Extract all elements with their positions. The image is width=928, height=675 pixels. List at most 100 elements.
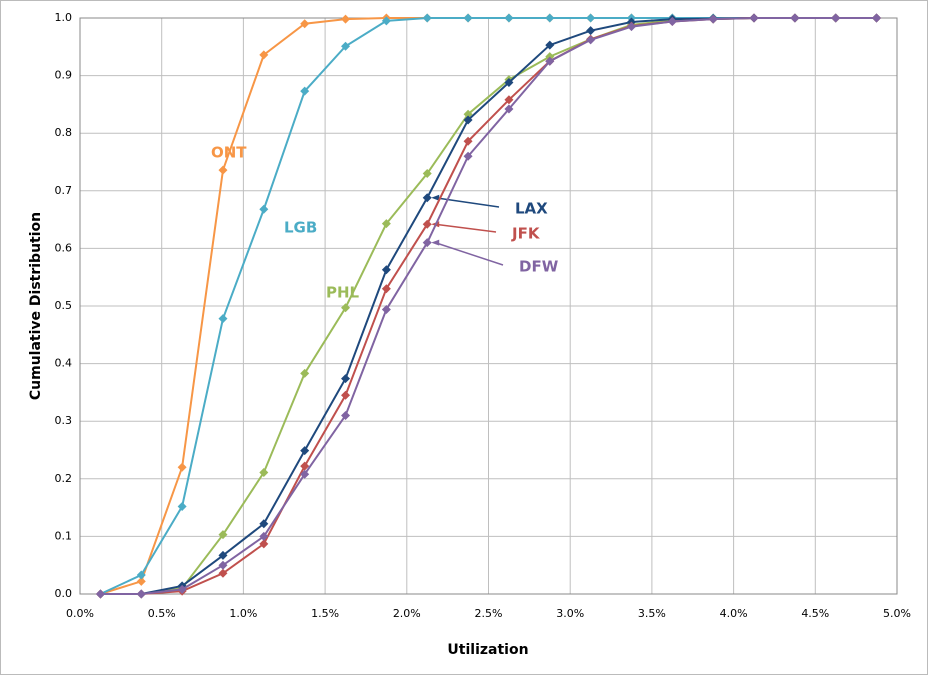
y-tick-label: 0.6: [55, 241, 73, 254]
marker: [463, 151, 473, 161]
y-tick-label: 1.0: [55, 11, 73, 24]
marker: [504, 104, 514, 114]
marker: [300, 368, 310, 378]
y-tick-label: 0.8: [55, 126, 73, 139]
marker: [341, 303, 351, 313]
marker: [422, 238, 432, 248]
marker: [545, 56, 555, 66]
marker: [218, 550, 228, 560]
marker: [177, 584, 187, 594]
x-tick-label: 0.5%: [148, 607, 176, 620]
marker: [300, 469, 310, 479]
x-tick-label: 3.0%: [556, 607, 584, 620]
x-tick-label: 3.5%: [638, 607, 666, 620]
marker: [586, 26, 596, 36]
marker: [300, 461, 310, 471]
series-label: LAX: [515, 200, 548, 218]
marker: [463, 13, 473, 23]
marker: [463, 115, 473, 125]
y-tick-label: 0.5: [55, 299, 73, 312]
y-tick-label: 0.1: [55, 529, 73, 542]
marker: [667, 16, 677, 26]
x-tick-label: 4.0%: [720, 607, 748, 620]
x-axis-title: Utilization: [447, 642, 528, 658]
marker: [381, 16, 391, 26]
marker: [831, 13, 841, 23]
marker: [422, 169, 432, 179]
marker: [586, 35, 596, 45]
marker: [218, 530, 228, 540]
marker: [218, 560, 228, 570]
marker: [381, 304, 391, 314]
series-label: ONT: [211, 144, 247, 162]
x-tick-label: 0.0%: [66, 607, 94, 620]
marker: [341, 14, 351, 24]
marker: [463, 109, 473, 119]
marker: [545, 52, 555, 62]
x-tick-label: 5.0%: [883, 607, 911, 620]
marker: [545, 40, 555, 50]
marker: [422, 193, 432, 203]
marker: [381, 219, 391, 229]
marker: [790, 13, 800, 23]
annotation-arrow: [435, 196, 500, 208]
marker: [586, 13, 596, 23]
marker: [218, 165, 228, 175]
y-tick-label: 0.0: [55, 587, 73, 600]
x-tick-label: 1.0%: [229, 607, 257, 620]
y-tick-label: 0.3: [55, 414, 73, 427]
y-tick-label: 0.9: [55, 69, 73, 82]
series-line: [100, 17, 877, 595]
y-axis-title: Cumulative Distribution: [28, 212, 44, 400]
series-label: DFW: [519, 258, 559, 276]
marker: [259, 539, 269, 549]
marker: [545, 13, 555, 23]
marker: [341, 410, 351, 420]
marker: [341, 390, 351, 400]
marker: [504, 95, 514, 105]
y-tick-label: 0.7: [55, 184, 73, 197]
arrow-head: [431, 194, 440, 201]
marker: [422, 219, 432, 229]
series-label: LGB: [284, 219, 317, 237]
y-tick-label: 0.2: [55, 472, 73, 485]
series-label: PHL: [326, 284, 360, 302]
annotation-arrow: [434, 241, 504, 266]
marker: [136, 589, 146, 599]
marker: [872, 13, 882, 23]
marker: [381, 284, 391, 294]
marker: [136, 570, 146, 580]
marker: [259, 467, 269, 477]
marker: [300, 86, 310, 96]
marker: [218, 314, 228, 324]
marker: [341, 374, 351, 384]
x-tick-label: 1.5%: [311, 607, 339, 620]
marker: [381, 265, 391, 275]
y-tick-label: 0.4: [55, 357, 73, 370]
marker: [749, 13, 759, 23]
marker: [708, 14, 718, 24]
x-tick-label: 2.5%: [475, 607, 503, 620]
annotation-arrow: [435, 223, 497, 233]
marker: [177, 462, 187, 472]
marker: [218, 568, 228, 578]
marker: [259, 204, 269, 214]
marker: [300, 19, 310, 29]
marker: [95, 589, 105, 599]
marker: [504, 13, 514, 23]
marker: [136, 576, 146, 586]
marker: [259, 50, 269, 60]
marker: [422, 13, 432, 23]
marker: [626, 22, 636, 32]
marker: [300, 446, 310, 456]
marker: [341, 41, 351, 51]
marker: [463, 136, 473, 146]
marker: [259, 531, 269, 541]
marker: [177, 501, 187, 511]
x-tick-label: 2.0%: [393, 607, 421, 620]
series-label: JFK: [511, 225, 541, 243]
x-tick-label: 4.5%: [801, 607, 829, 620]
marker: [259, 519, 269, 529]
